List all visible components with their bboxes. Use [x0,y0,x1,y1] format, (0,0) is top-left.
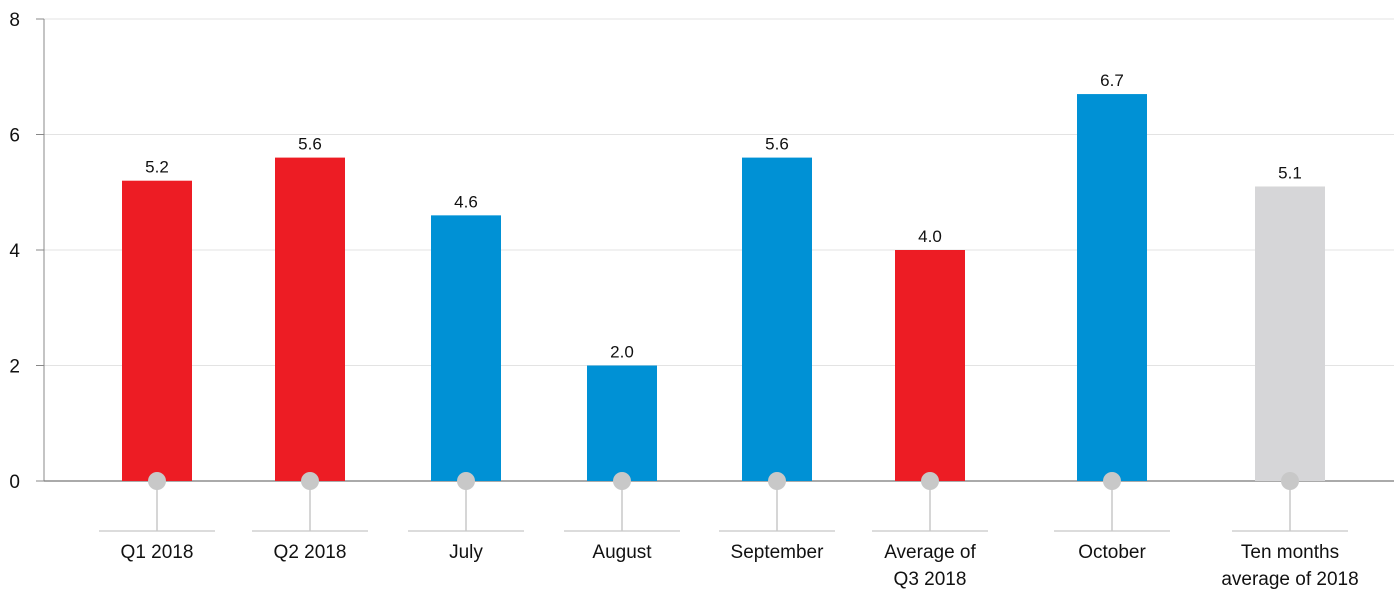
x-category-label: Q2 2018 [274,542,347,563]
baseline-marker [301,472,319,490]
bars [122,94,1325,481]
x-category-label: September [731,542,825,563]
y-tick-label: 8 [9,10,20,31]
y-tick-label: 2 [9,357,20,378]
data-label: 2.0 [610,343,634,362]
bar [122,180,192,481]
data-label: 5.6 [298,135,322,154]
x-category-label: Q3 2018 [894,569,967,590]
data-label: 5.6 [765,135,789,154]
y-tick-label: 0 [9,472,20,493]
baseline-marker [148,472,166,490]
y-axis: 0 2 4 6 8 [9,10,1394,493]
x-category-label: Average of [884,542,976,563]
x-category-label: Q1 2018 [121,542,194,563]
x-axis-categories: Q1 2018 Q2 2018 July August September Average… [99,472,1359,590]
bar [431,215,501,481]
gridlines [44,18,1394,366]
baseline-marker [1103,472,1121,490]
bar [742,157,812,481]
bar [587,365,657,481]
baseline-marker [768,472,786,490]
bar [895,250,965,481]
x-category-label: October [1078,542,1146,563]
data-label: 6.7 [1100,71,1124,90]
x-category-label: average of 2018 [1221,569,1358,590]
baseline-marker [457,472,475,490]
data-label: 4.0 [918,227,942,246]
baseline-marker [1281,472,1299,490]
value-labels: 5.2 5.6 4.6 2.0 5.6 4.0 6.7 5.1 [145,71,1302,361]
y-tick-label: 6 [9,126,20,147]
data-label: 5.1 [1278,163,1302,182]
baseline-marker [921,472,939,490]
bar [1077,94,1147,481]
bar [275,157,345,481]
x-category-label: July [449,542,483,563]
x-category-label: August [592,542,652,563]
y-tick-label: 4 [9,241,20,262]
bar [1255,186,1325,481]
baseline-marker [613,472,631,490]
data-label: 5.2 [145,158,169,177]
x-category-label: Ten months [1241,542,1339,563]
data-label: 4.6 [454,192,478,211]
